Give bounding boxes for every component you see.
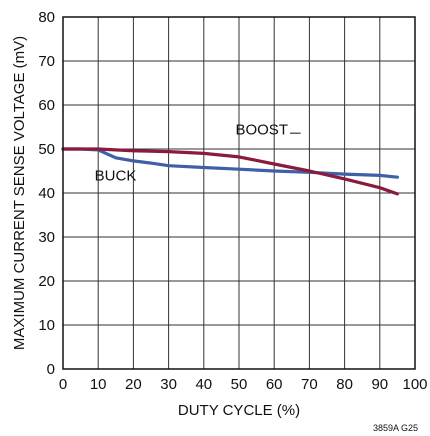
figure-id: 3859A G25	[373, 423, 418, 433]
x-tick-label: 90	[371, 376, 388, 393]
y-tick-label: 10	[38, 317, 55, 334]
x-tick-label: 100	[402, 376, 427, 393]
y-tick-labels: 0 10 20 30 40 50 60 70 80	[38, 9, 55, 378]
y-tick-label: 60	[38, 97, 55, 114]
y-tick-label: 0	[47, 361, 55, 378]
y-tick-label: 40	[38, 185, 55, 202]
series-label-buck: BUCK	[95, 167, 137, 184]
x-tick-label: 50	[231, 376, 248, 393]
y-tick-label: 80	[38, 9, 55, 26]
x-tick-labels: 0 10 20 30 40 50 60 70 80 90 100	[59, 376, 428, 393]
gridlines	[62, 16, 416, 370]
x-tick-label: 40	[195, 376, 212, 393]
y-tick-label: 70	[38, 53, 55, 70]
y-axis-title: MAXIMUM CURRENT SENSE VOLTAGE (mV)	[11, 36, 28, 350]
plot-frame	[62, 16, 416, 370]
x-tick-label: 30	[160, 376, 177, 393]
x-tick-label: 0	[59, 376, 67, 393]
x-tick-label: 70	[301, 376, 318, 393]
y-tick-label: 20	[38, 273, 55, 290]
series-line-boost	[61, 147, 399, 196]
series-line-buck	[61, 147, 399, 179]
x-tick-label: 60	[266, 376, 283, 393]
y-tick-label: 50	[38, 141, 55, 158]
y-tick-label: 30	[38, 229, 55, 246]
x-tick-label: 10	[90, 376, 107, 393]
x-tick-label: 80	[336, 376, 353, 393]
series-lines	[61, 132, 399, 196]
series-label-boost: BOOST	[235, 122, 288, 139]
x-tick-label: 20	[125, 376, 142, 393]
x-axis-title: DUTY CYCLE (%)	[178, 402, 300, 419]
